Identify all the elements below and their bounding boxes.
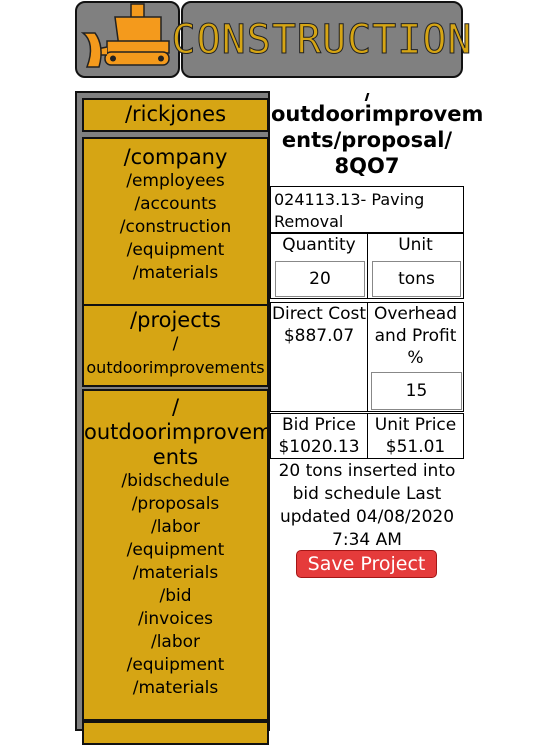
quantity-cell: Quantity 20 xyxy=(270,233,368,299)
sidebar-item-construction[interactable]: /construction xyxy=(119,217,232,237)
sidebar-project-title-cont[interactable]: ents xyxy=(152,445,199,469)
unit-price-cell: Unit Price $51.01 xyxy=(367,413,464,459)
sidebar-projects-slash: / xyxy=(172,334,179,354)
sidebar-next-section xyxy=(82,721,269,745)
brand-title: CONSTRUCTION xyxy=(171,16,473,63)
sidebar-item-proposals[interactable]: /proposals xyxy=(131,494,220,514)
direct-cost-cell: Direct Cost $887.07 xyxy=(270,302,368,412)
brand-banner[interactable]: CONSTRUCTION xyxy=(171,1,472,78)
unit-cell: Unit tons xyxy=(367,233,464,299)
sidebar-user-label: /rickjones xyxy=(124,102,227,126)
bid-price-cell: Bid Price $1020.13 xyxy=(270,413,368,459)
sidebar-item-equipment[interactable]: /equipment xyxy=(126,540,225,560)
sidebar-item-equipment[interactable]: /equipment xyxy=(126,240,225,260)
page-title: / outdoorimprovem ents/proposal/ 8QO7 xyxy=(271,93,484,179)
logo[interactable] xyxy=(75,1,180,78)
sidebar-item-accounts[interactable]: /accounts xyxy=(134,194,217,214)
sidebar-projects-title[interactable]: /projects xyxy=(130,308,221,332)
sidebar-item-bid-labor[interactable]: /labor xyxy=(150,632,201,652)
sidebar-item-labor[interactable]: /labor xyxy=(150,517,201,537)
direct-cost-value: $887.07 xyxy=(283,326,355,346)
unit-price-value: $51.01 xyxy=(385,437,446,457)
save-project-button[interactable]: Save Project xyxy=(296,550,437,578)
overhead-cell: Overhead and Profit % 15 xyxy=(367,302,464,412)
sidebar: /rickjones /company /employees /accounts… xyxy=(75,91,270,745)
sidebar-item-invoices[interactable]: /invoices xyxy=(137,609,214,629)
bulldozer-icon xyxy=(80,3,170,68)
sidebar-project-section: / outdoorimprovem ents /bidschedule /pro… xyxy=(82,389,269,721)
bid-price-label: Bid Price xyxy=(281,415,357,435)
sidebar-item-bid-materials[interactable]: /materials xyxy=(132,678,219,698)
status-message: 20 tons inserted into bid schedule Last … xyxy=(278,461,456,550)
overhead-label: Overhead and Profit % xyxy=(373,304,458,368)
bid-price-value: $1020.13 xyxy=(278,437,360,457)
sidebar-project-title[interactable]: outdoorimprovem xyxy=(84,420,269,444)
quantity-input[interactable]: 20 xyxy=(275,261,365,297)
sidebar-project-title-slash: / xyxy=(171,395,180,419)
sidebar-item-materials[interactable]: /materials xyxy=(132,563,219,583)
sidebar-projects-section: /projects / outdoorimprovements xyxy=(82,304,269,387)
direct-cost-label: Direct Cost xyxy=(271,304,367,324)
sidebar-item-bidschedule[interactable]: /bidschedule xyxy=(121,471,230,491)
sidebar-item-employees[interactable]: /employees xyxy=(126,171,225,191)
unit-input[interactable]: tons xyxy=(372,261,461,297)
item-description: 024113.13- Paving Removal xyxy=(270,186,464,233)
title-line-2: ents/proposal/ xyxy=(281,128,453,152)
sidebar-company-title[interactable]: /company xyxy=(123,145,228,169)
unit-price-label: Unit Price xyxy=(374,415,457,435)
sidebar-item-bid[interactable]: /bid xyxy=(159,586,192,606)
quantity-label: Quantity xyxy=(282,235,356,255)
sidebar-item-bid-equipment[interactable]: /equipment xyxy=(126,655,225,675)
title-slash: / xyxy=(271,93,463,101)
title-line-3: 8QO7 xyxy=(334,154,400,178)
sidebar-company-section: /company /employees /accounts /construct… xyxy=(82,137,269,306)
sidebar-user-link[interactable]: /rickjones xyxy=(82,98,269,132)
unit-label: Unit xyxy=(398,235,433,255)
title-line-1: outdoorimprovem xyxy=(271,102,484,126)
sidebar-item-materials[interactable]: /materials xyxy=(132,263,219,283)
overhead-input[interactable]: 15 xyxy=(371,372,462,410)
sidebar-item-outdoorimprovements[interactable]: outdoorimprovements xyxy=(86,358,265,377)
